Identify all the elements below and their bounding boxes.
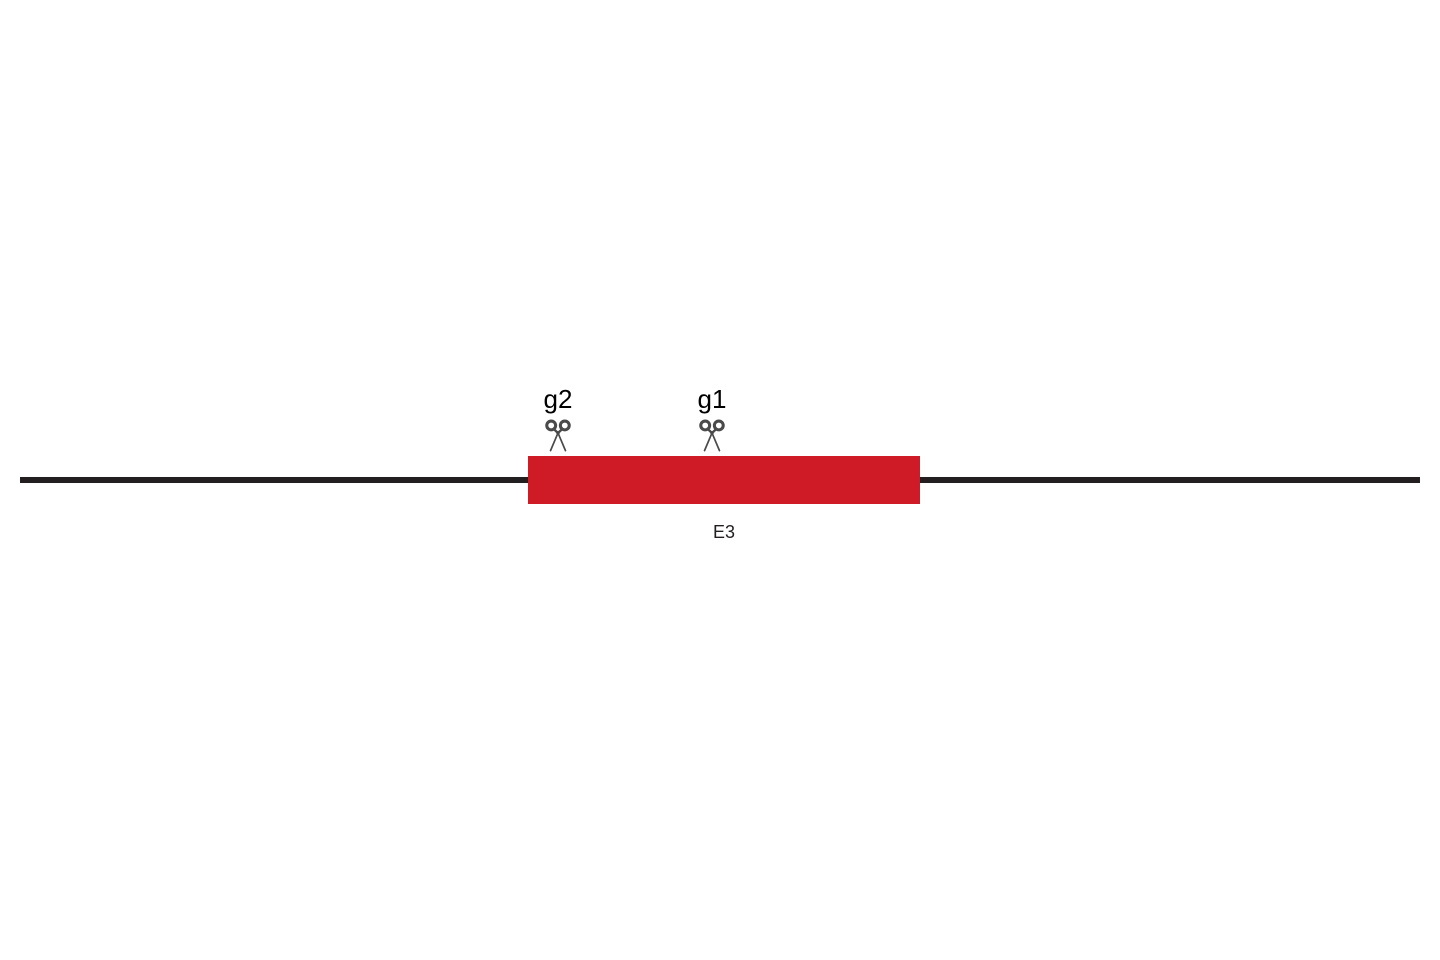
scissors-icon (695, 418, 729, 457)
genomic-line-left (20, 477, 528, 483)
genomic-line-right (920, 477, 1420, 483)
cut-g2-label: g2 (544, 384, 573, 415)
exon-label: E3 (713, 522, 735, 543)
scissors-icon (541, 418, 575, 457)
cut-g1-label: g1 (698, 384, 727, 415)
exon-box (528, 456, 920, 504)
diagram-stage: { "canvas": { "width": 1440, "height": 9… (0, 0, 1440, 960)
